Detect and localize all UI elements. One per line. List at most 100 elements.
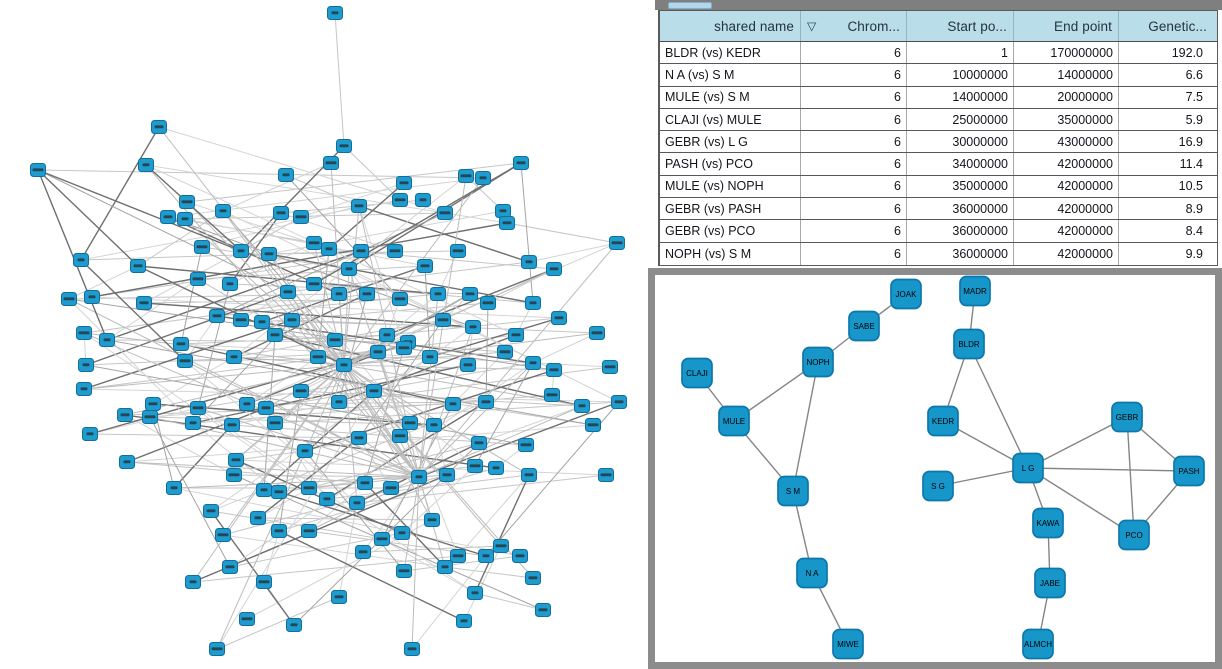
column-header-start-point[interactable]: Start po...: [907, 11, 1014, 41]
table-cell[interactable]: 10000000: [907, 64, 1014, 86]
hairball-node[interactable]: [513, 156, 529, 170]
hairball-node[interactable]: [488, 461, 504, 475]
hairball-node[interactable]: [411, 470, 427, 484]
hairball-node[interactable]: [355, 545, 371, 559]
hairball-node[interactable]: [319, 492, 335, 506]
table-cell[interactable]: 36000000: [907, 198, 1014, 220]
hairball-node[interactable]: [151, 120, 167, 134]
network-node-s-m[interactable]: S M: [777, 475, 809, 507]
hairball-node[interactable]: [261, 247, 277, 261]
hairball-node[interactable]: [284, 313, 300, 327]
hairball-node[interactable]: [458, 169, 474, 183]
hairball-node[interactable]: [422, 350, 438, 364]
network-node-sabe[interactable]: SABE: [848, 310, 880, 342]
table-cell[interactable]: 20000000: [1014, 86, 1119, 108]
hairball-node[interactable]: [267, 328, 283, 342]
hairball-node[interactable]: [258, 401, 274, 415]
table-cell[interactable]: 30000000: [907, 131, 1014, 153]
network-node-pash[interactable]: PASH: [1173, 455, 1205, 487]
hairball-node[interactable]: [226, 468, 242, 482]
hairball-node[interactable]: [99, 333, 115, 347]
table-cell[interactable]: MULE (vs) NOPH: [660, 175, 801, 198]
network-node-gebr[interactable]: GEBR: [1111, 401, 1143, 433]
hairball-node[interactable]: [228, 453, 244, 467]
table-row[interactable]: GEBR (vs) L G 6 30000000 43000000 16.9: [660, 131, 1217, 154]
hairball-node[interactable]: [467, 586, 483, 600]
filtered-network-canvas[interactable]: JOAK MADR SABE BLDR NOPH CLAJI MULE KEDR GEBR L G…: [655, 275, 1215, 662]
hairball-node[interactable]: [404, 642, 420, 656]
network-node-kawa[interactable]: KAWA: [1032, 507, 1064, 539]
hairball-node[interactable]: [341, 262, 357, 276]
table-cell[interactable]: 42000000: [1014, 175, 1119, 198]
hairball-node[interactable]: [394, 526, 410, 540]
table-cell[interactable]: NOPH (vs) S M: [660, 242, 801, 265]
hairball-node[interactable]: [82, 427, 98, 441]
hairball-node[interactable]: [445, 397, 461, 411]
hairball-node[interactable]: [574, 399, 590, 413]
hairball-node[interactable]: [278, 168, 294, 182]
hairball-node[interactable]: [73, 253, 89, 267]
table-cell[interactable]: 192.0: [1171, 45, 1203, 60]
hairball-node[interactable]: [366, 384, 382, 398]
table-cell[interactable]: 11.4: [1179, 157, 1203, 172]
hairball-node[interactable]: [480, 296, 496, 310]
hairball-node[interactable]: [327, 6, 343, 20]
hairball-node[interactable]: [336, 139, 352, 153]
hairball-node[interactable]: [525, 571, 541, 585]
hairball-node[interactable]: [374, 532, 390, 546]
hairball-node[interactable]: [396, 176, 412, 190]
hairball-node[interactable]: [254, 315, 270, 329]
hairball-node[interactable]: [598, 468, 614, 482]
hairball-node[interactable]: [508, 328, 524, 342]
hairball-node[interactable]: [465, 320, 481, 334]
table-cell[interactable]: 170000000: [1014, 42, 1119, 64]
hairball-node[interactable]: [546, 363, 562, 377]
hairball-node[interactable]: [250, 511, 266, 525]
hairball-node[interactable]: [321, 242, 337, 256]
table-cell[interactable]: 43000000: [1014, 131, 1119, 153]
column-header-shared-name[interactable]: shared name: [660, 11, 801, 41]
hairball-node[interactable]: [331, 395, 347, 409]
hairball-node[interactable]: [293, 210, 309, 224]
hairball-node[interactable]: [402, 416, 418, 430]
table-row[interactable]: N A (vs) S M 6 10000000 14000000 6.6: [660, 64, 1217, 87]
hairball-node[interactable]: [471, 436, 487, 450]
hairball-node[interactable]: [331, 590, 347, 604]
hairball-node[interactable]: [301, 524, 317, 538]
network-node-jabe[interactable]: JABE: [1034, 567, 1066, 599]
hairball-node[interactable]: [370, 345, 386, 359]
hairball-node[interactable]: [117, 408, 133, 422]
hairball-node[interactable]: [145, 397, 161, 411]
hairball-node[interactable]: [495, 204, 511, 218]
hairball-node[interactable]: [435, 313, 451, 327]
table-cell[interactable]: 6: [801, 64, 907, 86]
hairball-node[interactable]: [379, 328, 395, 342]
table-cell[interactable]: BLDR (vs) KEDR: [660, 42, 801, 64]
hairball-node[interactable]: [179, 195, 195, 209]
network-node-pco[interactable]: PCO: [1118, 519, 1150, 551]
hairball-node[interactable]: [194, 240, 210, 254]
hairball-node[interactable]: [535, 603, 551, 617]
hairball-node[interactable]: [119, 455, 135, 469]
hairball-node[interactable]: [209, 642, 225, 656]
hairball-node[interactable]: [267, 416, 283, 430]
hairball-node[interactable]: [336, 358, 352, 372]
hairball-node[interactable]: [437, 206, 453, 220]
table-row[interactable]: NOPH (vs) S M 6 36000000 42000000 9.9: [660, 242, 1217, 265]
table-cell[interactable]: CLAJI (vs) MULE: [660, 108, 801, 131]
hairball-node[interactable]: [306, 236, 322, 250]
table-cell[interactable]: 16.9: [1178, 134, 1203, 149]
hairball-node[interactable]: [383, 481, 399, 495]
hairball-node[interactable]: [585, 418, 601, 432]
hairball-node[interactable]: [297, 444, 313, 458]
hairball-node[interactable]: [209, 309, 225, 323]
table-row[interactable]: MULE (vs) S M 6 14000000 20000000 7.5: [660, 86, 1217, 109]
filter-icon[interactable]: ▽: [807, 19, 817, 33]
table-cell[interactable]: 42000000: [1014, 242, 1119, 265]
hairball-node[interactable]: [456, 614, 472, 628]
network-edge-l-g-gebr[interactable]: [1027, 416, 1128, 469]
hairball-node[interactable]: [426, 418, 442, 432]
main-network-view[interactable]: [0, 0, 650, 669]
hairball-node[interactable]: [327, 333, 343, 347]
hairball-node[interactable]: [138, 158, 154, 172]
